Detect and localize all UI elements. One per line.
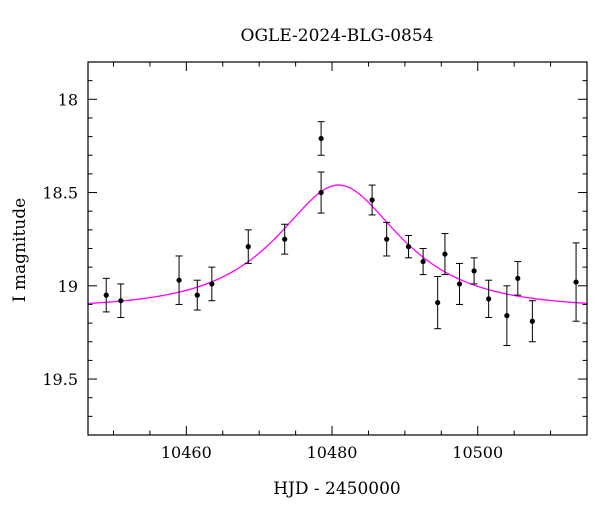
data-marker (384, 236, 390, 242)
data-point (383, 221, 391, 257)
x-tick-label: 10460 (161, 443, 212, 462)
data-marker (504, 313, 510, 319)
data-marker (194, 292, 200, 298)
data-marker (529, 318, 535, 324)
data-marker (471, 268, 477, 274)
data-point (208, 266, 216, 302)
y-tick-label: 19.5 (42, 370, 78, 389)
tick-labels: 10460 10480 10500 18 18.5 19 19.5 (42, 90, 503, 462)
model-curve (87, 184, 588, 305)
data-marker (435, 299, 441, 306)
data-marker (442, 251, 448, 257)
y-tick-label: 18 (58, 90, 78, 109)
data-marker (318, 135, 324, 142)
data-marker (420, 258, 426, 265)
y-axis-label: I magnitude (10, 198, 30, 302)
data-point (572, 242, 580, 322)
data-point (317, 171, 325, 214)
y-tick-label: 19 (58, 277, 78, 296)
data-point (470, 257, 478, 285)
data-point (117, 283, 125, 319)
data-point (405, 234, 413, 259)
x-axis-label: HJD - 2450000 (273, 479, 401, 499)
data-point (175, 255, 183, 305)
data-marker (245, 244, 251, 250)
data-point (514, 261, 522, 296)
data-points (102, 121, 580, 346)
data-marker (118, 298, 124, 304)
chart-title: OGLE-2024-BLG-0854 (241, 26, 434, 46)
data-point (503, 285, 511, 346)
data-point (102, 277, 110, 313)
data-marker (318, 189, 324, 196)
plot-frame (87, 61, 588, 436)
data-marker (405, 244, 412, 250)
data-marker (486, 296, 492, 302)
data-point (317, 121, 325, 156)
data-point (419, 248, 427, 276)
axis-ticks (88, 61, 588, 436)
data-marker (176, 277, 182, 283)
data-marker (282, 236, 288, 242)
data-point (281, 223, 289, 255)
data-marker (515, 275, 521, 281)
data-point (441, 233, 449, 276)
x-tick-label: 10480 (307, 443, 358, 462)
data-marker (103, 292, 109, 298)
data-marker (369, 197, 375, 203)
data-point (434, 275, 442, 330)
x-tick-label: 10500 (452, 443, 503, 462)
data-point (528, 300, 536, 343)
data-marker (456, 281, 463, 287)
data-point (368, 184, 376, 216)
y-tick-label: 18.5 (42, 184, 78, 203)
data-point (485, 279, 493, 319)
data-point (193, 279, 201, 311)
data-point (244, 229, 252, 264)
data-point (456, 262, 464, 305)
data-marker (209, 281, 215, 287)
data-marker (573, 279, 579, 285)
